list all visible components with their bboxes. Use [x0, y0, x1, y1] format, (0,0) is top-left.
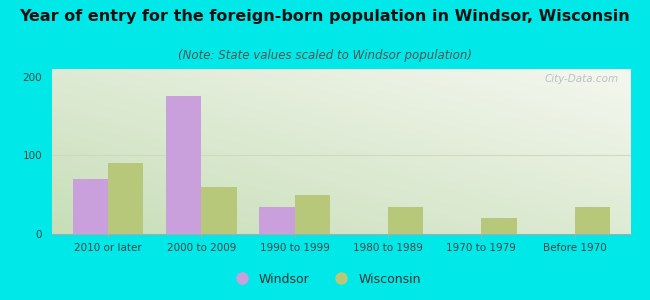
Bar — [575, 206, 610, 234]
Text: Year of entry for the foreign-born population in Windsor, Wisconsin: Year of entry for the foreign-born popul… — [20, 9, 630, 24]
Bar — [202, 187, 237, 234]
Bar — [481, 218, 517, 234]
Text: (Note: State values scaled to Windsor population): (Note: State values scaled to Windsor po… — [178, 50, 472, 62]
Bar — [73, 179, 108, 234]
Bar — [388, 206, 423, 234]
Text: City-Data.com: City-Data.com — [545, 74, 619, 84]
Bar — [108, 163, 144, 234]
Bar — [166, 97, 202, 234]
Bar — [294, 195, 330, 234]
Legend: Windsor, Wisconsin: Windsor, Wisconsin — [224, 268, 426, 291]
Bar — [259, 206, 294, 234]
